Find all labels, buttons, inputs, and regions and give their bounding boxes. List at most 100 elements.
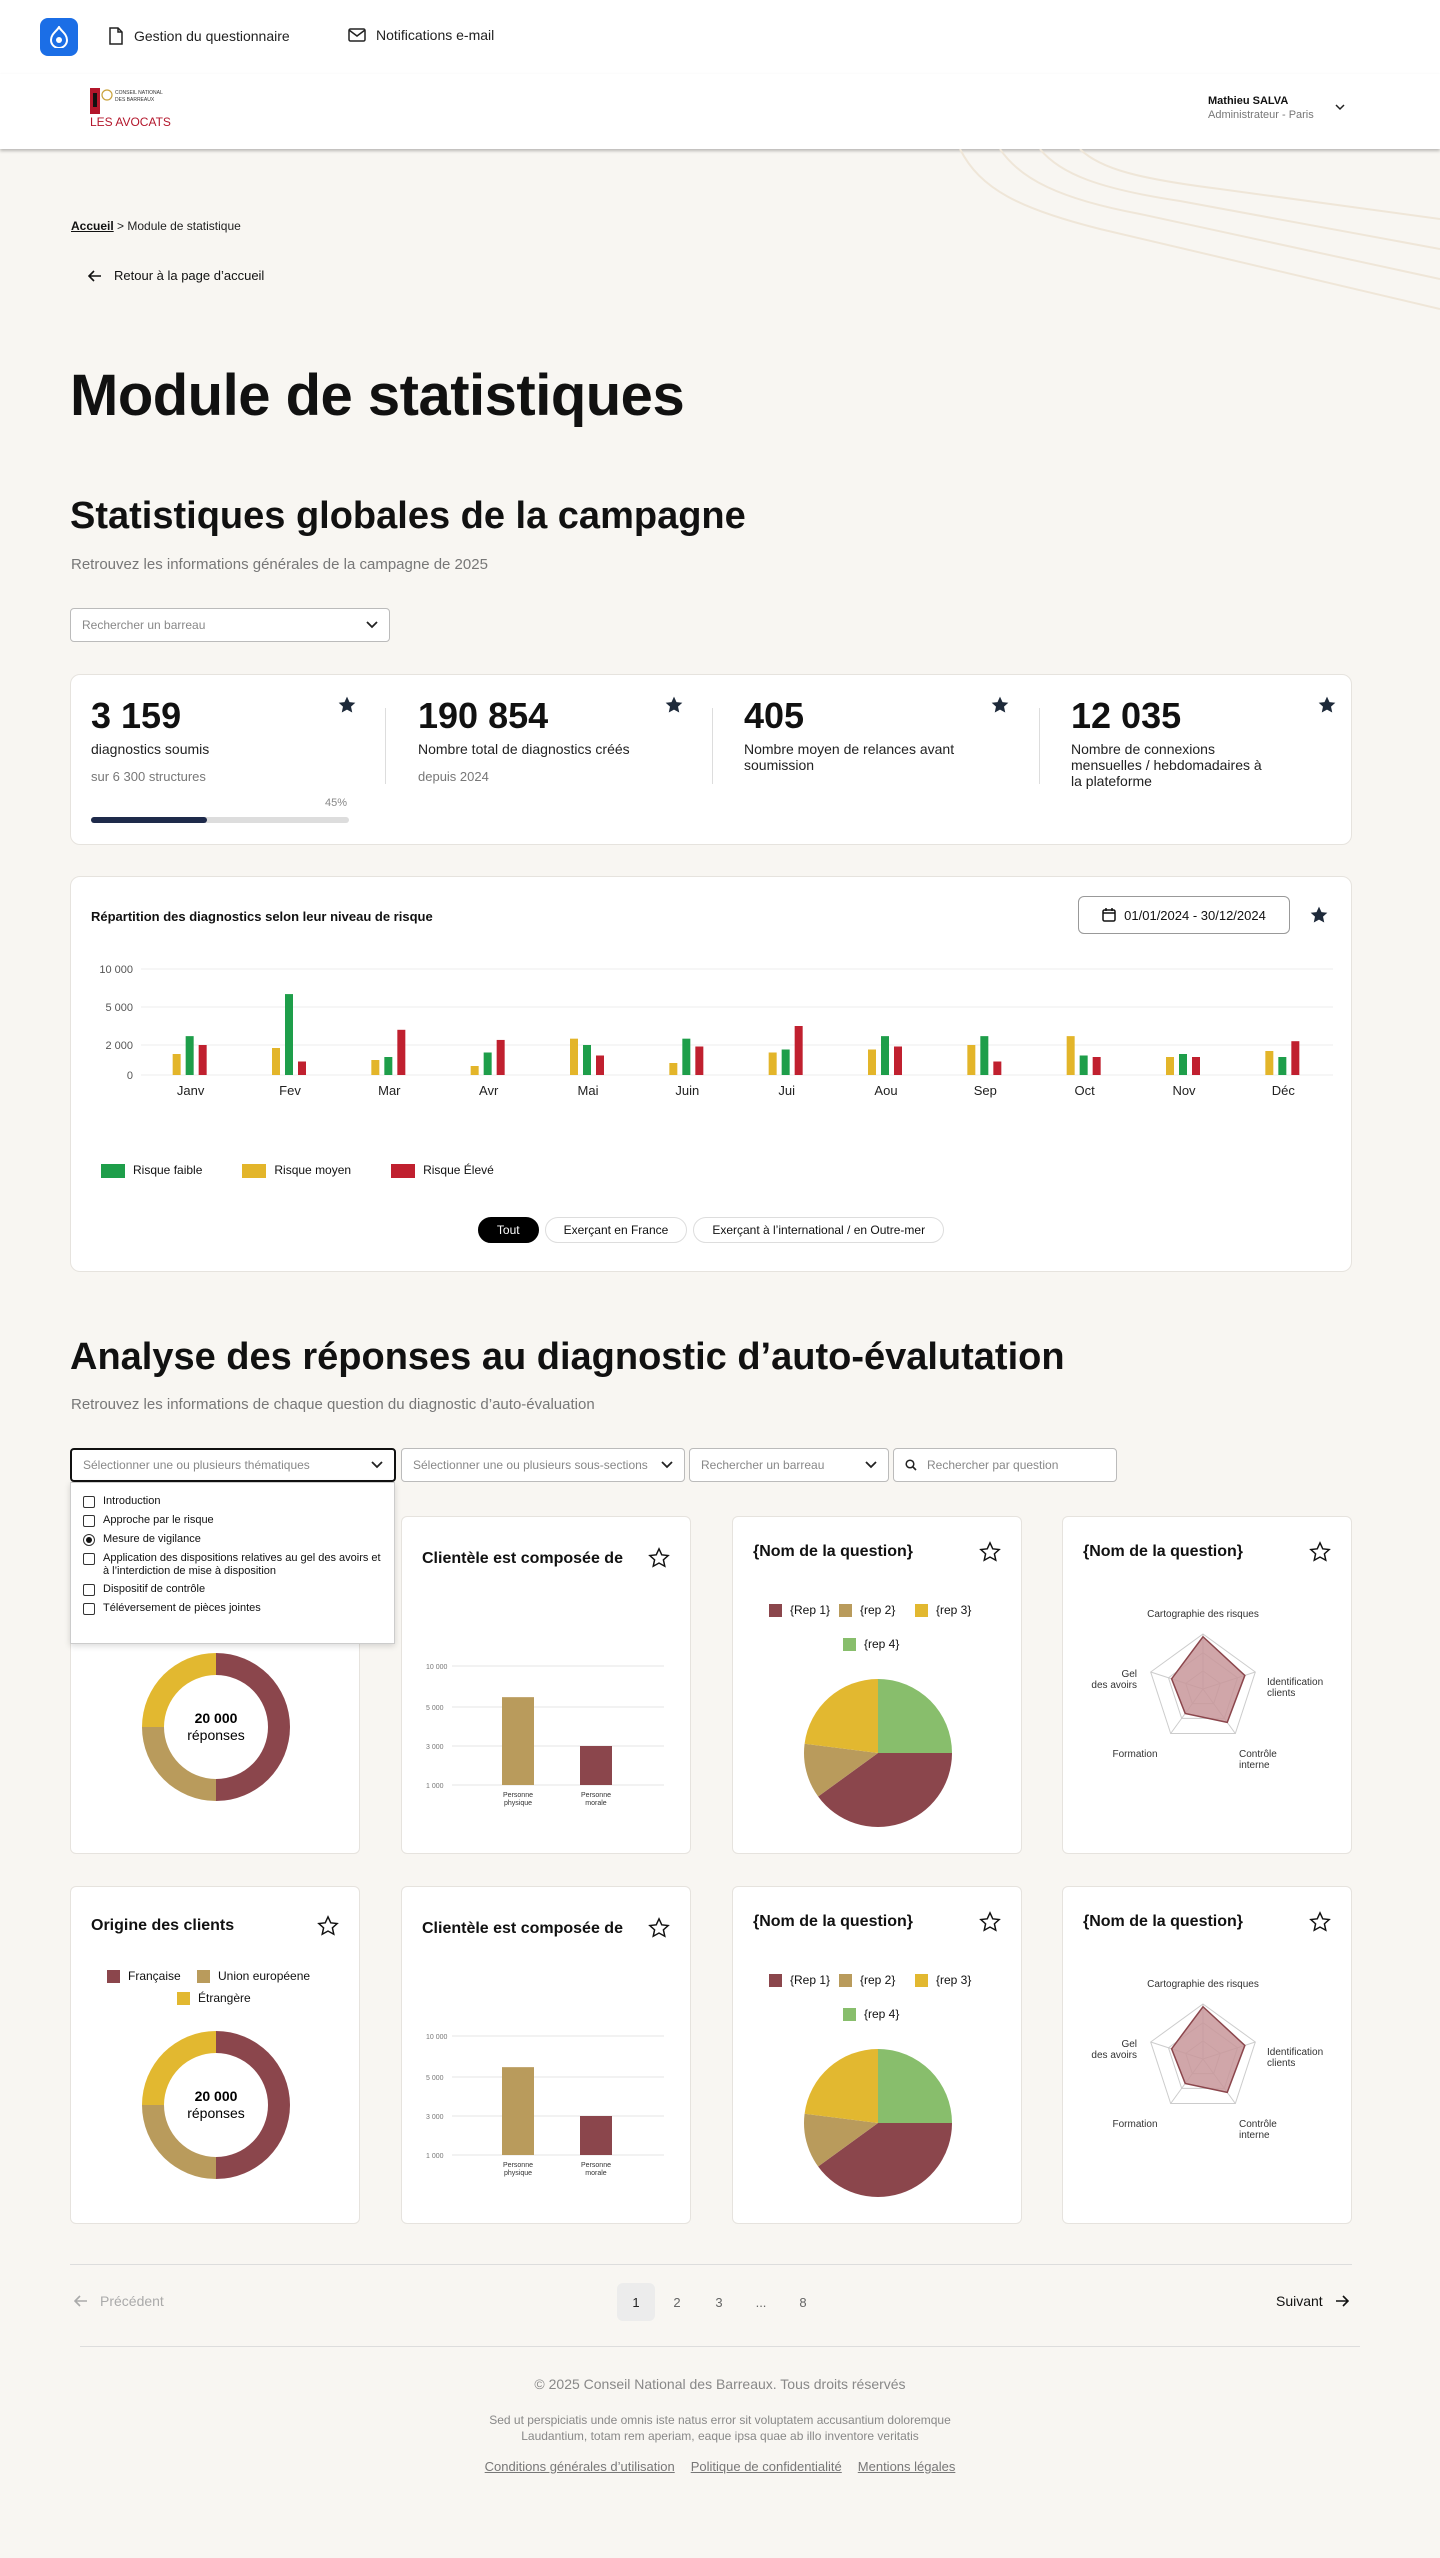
star-icon[interactable] — [648, 1547, 670, 1574]
back-link[interactable]: Retour à la page d’accueil — [88, 268, 264, 283]
question-search[interactable]: Rechercher par question — [893, 1448, 1117, 1482]
page-2[interactable]: 2 — [673, 2294, 681, 2310]
thematic-option[interactable]: Approche par le risque — [83, 1514, 382, 1527]
calendar-icon — [1102, 908, 1116, 922]
legend-swatch — [843, 1637, 856, 1651]
arrow-left-icon — [74, 2295, 87, 2307]
bar-risque-élevé — [695, 1046, 704, 1075]
pie-slice — [878, 1679, 952, 1753]
bar-risque-moyen — [1066, 1036, 1075, 1075]
filter-international[interactable]: Exerçant à l’international / en Outre-me… — [693, 1217, 945, 1243]
donut-center-value: 20 000 — [195, 1710, 238, 1726]
kpi-connections: 12 035 Nombre de connexions mensuelles /… — [1071, 695, 1337, 789]
page-1[interactable]: 1 — [617, 2283, 655, 2321]
back-link-label: Retour à la page d’accueil — [114, 268, 265, 283]
checkbox[interactable] — [83, 1603, 95, 1616]
drupal-logo-button[interactable] — [40, 18, 78, 56]
bar-risque-moyen — [371, 1060, 380, 1075]
bar-risque-moyen — [868, 1049, 876, 1075]
card-title: Clientèle est composée de — [422, 1550, 623, 1567]
star-icon[interactable] — [990, 695, 1010, 715]
x-tick-label: physique — [504, 1800, 532, 1807]
thematic-option[interactable]: Introduction — [83, 1495, 382, 1508]
star-icon[interactable] — [648, 1917, 670, 1944]
footer-link-cgu[interactable]: Conditions générales d’utilisation — [484, 2459, 675, 2474]
filter-all[interactable]: Tout — [477, 1217, 539, 1243]
thematic-dropdown: Introduction Approche par le risque Mesu… — [70, 1482, 395, 1644]
star-icon[interactable] — [337, 695, 357, 715]
kpi-value: 12 035 — [1071, 695, 1182, 736]
kpi-sub: sur 6 300 structures — [91, 769, 206, 785]
bar — [580, 1746, 612, 1785]
star-icon[interactable] — [979, 1911, 1001, 1938]
star-icon[interactable] — [664, 695, 684, 715]
legend-label: {Rep 1} — [790, 1603, 831, 1617]
next-page-button[interactable]: Suivant — [1276, 2293, 1349, 2309]
star-icon[interactable] — [1309, 1541, 1331, 1568]
legend-swatch — [197, 1969, 210, 1983]
pie-slice — [804, 2049, 878, 2123]
bar-risque-élevé — [1291, 1041, 1300, 1075]
x-tick-label: Déc — [1272, 1083, 1296, 1098]
subsection-select[interactable]: Sélectionner une ou plusieurs sous-secti… — [401, 1448, 685, 1482]
star-icon[interactable] — [317, 1915, 339, 1942]
chevron-down-icon[interactable] — [1335, 103, 1345, 111]
filter-france[interactable]: Exerçant en France — [544, 1217, 688, 1243]
radar-axis-label: interne — [1239, 1760, 1270, 1771]
legend-swatch — [839, 1603, 852, 1617]
legend-swatch — [107, 1969, 120, 1983]
thematic-option[interactable]: Application des dispositions relatives a… — [83, 1552, 382, 1577]
bar-risque-moyen — [967, 1045, 976, 1075]
thematic-option[interactable]: Dispositif de contrôle — [83, 1583, 382, 1597]
top-bar: Gestion du questionnaire Notifications e… — [0, 0, 1440, 74]
radar-grid — [1150, 2003, 1256, 2104]
checkbox[interactable] — [83, 1553, 95, 1565]
option-label: Mesure de vigilance — [103, 1533, 201, 1545]
cnb-logo[interactable]: CONSEIL NATIONAL DES BARREAUX LES AVOCAT… — [88, 85, 180, 135]
star-icon[interactable] — [979, 1541, 1001, 1568]
star-icon[interactable] — [1309, 1911, 1331, 1938]
footer-link-privacy[interactable]: Politique de confidentialité — [690, 2459, 842, 2474]
kpi-diagnostics-submitted: 3 159 diagnostics soumis sur 6 300 struc… — [91, 695, 357, 784]
checkbox[interactable] — [83, 1515, 95, 1527]
footer-desc-line: Laudantium, totam rem aperiam, eaque ips… — [521, 2429, 919, 2444]
footer-link-legal[interactable]: Mentions légales — [857, 2459, 956, 2474]
bar-risque-faible — [583, 1045, 591, 1075]
nav-notifications[interactable]: Notifications e-mail — [348, 27, 494, 43]
kpi-value: 405 — [744, 695, 805, 736]
kpi-label: Nombre total de diagnostics créés — [418, 741, 630, 757]
checkbox[interactable] — [83, 1584, 95, 1597]
x-tick-label: Mai — [578, 1083, 599, 1098]
thematic-option[interactable]: Mesure de vigilance — [83, 1533, 382, 1546]
y-tick-label: 5 000 — [426, 1705, 444, 1712]
legend-item: {Rep 1} — [769, 1973, 830, 1987]
legend-label: Union européene — [218, 1969, 311, 1983]
bar-search-select[interactable]: Rechercher un barreau — [70, 608, 390, 642]
kpi-total-diagnostics: 190 854 Nombre total de diagnostics créé… — [418, 695, 684, 784]
legend-item: {rep 4} — [843, 1637, 899, 1651]
legend-swatch — [769, 1603, 782, 1617]
bar-risque-élevé — [894, 1046, 902, 1075]
page-3[interactable]: 3 — [715, 2294, 723, 2310]
checkbox[interactable] — [83, 1496, 95, 1508]
nav-questionnaire[interactable]: Gestion du questionnaire — [108, 27, 290, 45]
star-icon[interactable] — [1317, 695, 1337, 715]
bar-select[interactable]: Rechercher un barreau — [689, 1448, 889, 1482]
prev-page-button[interactable]: Précédent — [74, 2293, 164, 2309]
page-8[interactable]: 8 — [799, 2294, 807, 2310]
bar-risque-faible — [980, 1036, 989, 1075]
bar-risque-moyen — [1265, 1051, 1274, 1075]
user-menu[interactable]: Mathieu SALVA Administrateur - Paris — [1208, 95, 1314, 121]
legend-item: Étrangère — [177, 1991, 251, 2005]
star-icon[interactable] — [1309, 905, 1329, 925]
breadcrumb-home[interactable]: Accueil — [71, 219, 114, 233]
checkbox-checked[interactable] — [83, 1534, 95, 1546]
prev-label: Précédent — [100, 2293, 164, 2309]
date-range-picker[interactable]: 01/01/2024 - 30/12/2024 — [1078, 896, 1290, 934]
legend-label: Française — [128, 1969, 181, 1983]
thematic-select[interactable]: Sélectionner une ou plusieurs thématique… — [70, 1448, 396, 1482]
x-tick-label: Sep — [974, 1083, 997, 1098]
legend-swatch — [843, 2007, 856, 2021]
thematic-option[interactable]: Téléversement de pièces jointes — [83, 1602, 382, 1616]
